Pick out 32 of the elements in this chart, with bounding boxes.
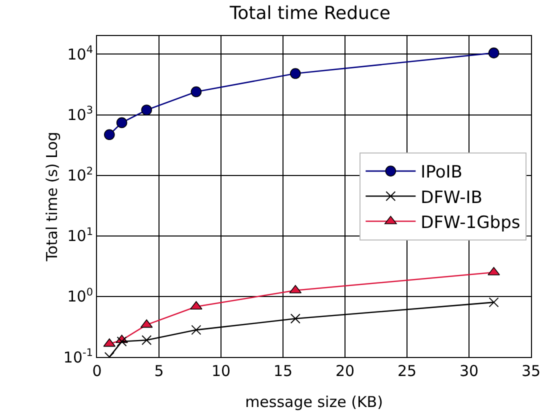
point xyxy=(104,129,115,140)
legend-label: DFW-IB xyxy=(420,188,482,208)
chart-title: Total time Reduce xyxy=(228,2,390,24)
x-tick-label: 5 xyxy=(154,362,164,380)
point xyxy=(142,335,152,346)
x-tick-label: 15 xyxy=(273,362,293,380)
point xyxy=(290,314,300,324)
x-tick-label: 35 xyxy=(521,362,541,380)
legend-label: IPoIB xyxy=(420,162,462,183)
x-tick-label: 10 xyxy=(211,362,231,380)
point xyxy=(190,86,202,98)
y-tick-label: 10$^{1}$ xyxy=(67,226,93,246)
point xyxy=(141,104,152,116)
x-axis-title: message size (KB) xyxy=(245,393,383,411)
y-tick-label: 10$^{3}$ xyxy=(67,104,93,124)
y-tick-label: 10$^{-1}$ xyxy=(63,346,93,366)
point xyxy=(488,297,499,308)
x-tick-label: 30 xyxy=(459,362,479,380)
y-tick-label: 10$^{4}$ xyxy=(67,44,94,64)
y-tick-label: 10$^{0}$ xyxy=(67,286,93,306)
x-tick-label: 0 xyxy=(92,362,102,380)
point xyxy=(191,324,202,335)
x-tick-label: 25 xyxy=(397,362,417,380)
point xyxy=(488,48,500,58)
point xyxy=(116,117,128,128)
point xyxy=(116,336,127,347)
y-tick-label: 10$^{2}$ xyxy=(67,165,93,185)
y-axis-title: Total time (s) Log xyxy=(43,132,61,262)
legend-label: DFW-1Gbps xyxy=(420,212,520,233)
x-tick-label: 20 xyxy=(335,362,355,380)
point xyxy=(290,68,301,79)
point xyxy=(488,266,500,276)
